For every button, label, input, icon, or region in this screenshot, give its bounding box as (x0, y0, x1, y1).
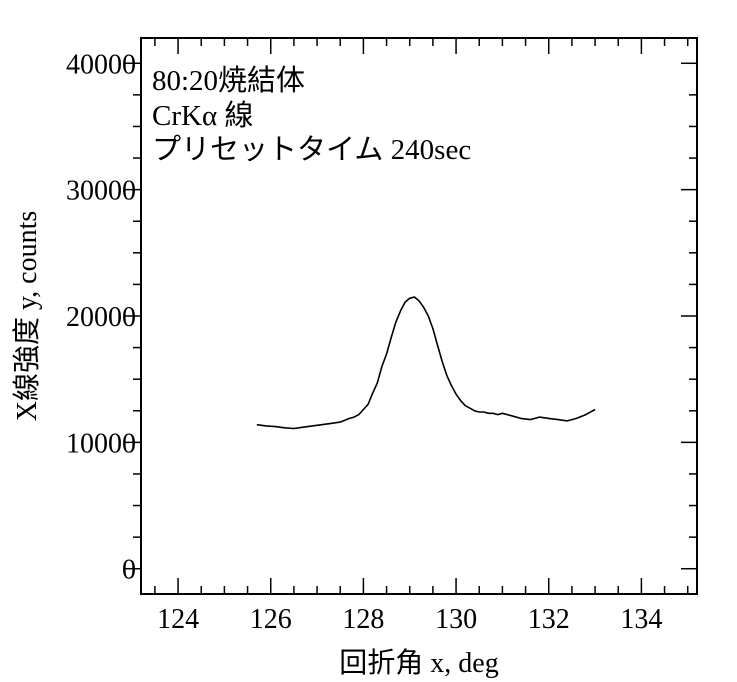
x-tick-label: 126 (250, 604, 292, 635)
annotation-radiation: CrKα 線 (152, 99, 253, 132)
annotation-sample: 80:20焼結体 (152, 64, 305, 97)
plot-frame (140, 37, 698, 595)
y-tick-label: 30000 (66, 176, 136, 207)
y-tick-label: 40000 (66, 49, 136, 80)
y-tick-label: 20000 (66, 302, 136, 333)
tick-labels-layer: 124 126 128 130 132 134 0 10000 20000 30000 40000 (66, 49, 662, 635)
y-tick-label: 0 (122, 555, 136, 586)
y-tick-label: 10000 (66, 428, 136, 459)
x-tick-label: 124 (157, 604, 199, 635)
ticks-layer (125, 38, 697, 594)
annotation-block: 80:20焼結体 CrKα 線 プリセットタイム 240sec (152, 64, 471, 166)
x-tick-label: 132 (528, 604, 570, 635)
x-tick-label: 130 (435, 604, 477, 635)
series-line-layer (256, 296, 596, 430)
x-axis-title: 回折角 x, deg (339, 647, 498, 679)
x-tick-label: 134 (620, 604, 662, 635)
x-tick-label: 128 (342, 604, 384, 635)
series-line (256, 296, 596, 430)
annotation-preset-time: プリセットタイム 240sec (152, 134, 471, 166)
y-axis-title: X線強度 y, counts (11, 211, 43, 422)
